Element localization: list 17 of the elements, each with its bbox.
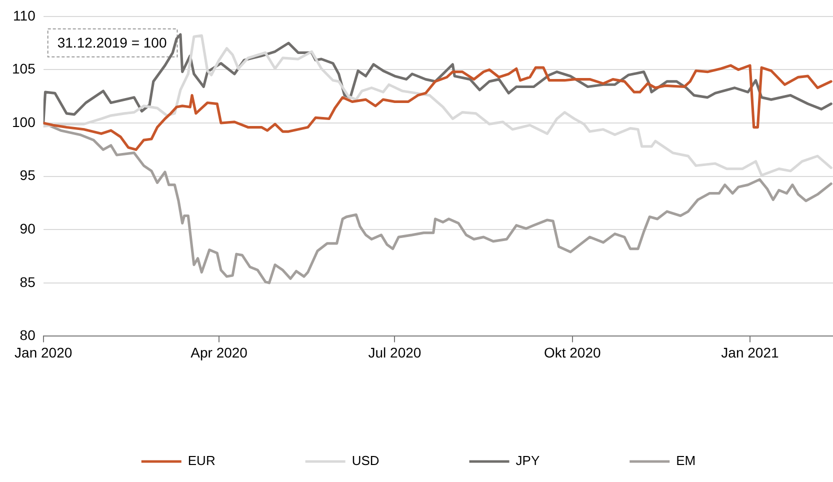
x-tick-label: Jul 2020 xyxy=(368,344,422,360)
legend-label: EM xyxy=(676,453,696,468)
legend-label: EUR xyxy=(188,453,216,468)
y-tick-label: 100 xyxy=(12,114,36,130)
y-tick-label: 110 xyxy=(13,7,36,24)
y-tick-label: 85 xyxy=(20,274,36,290)
y-tick-label: 105 xyxy=(12,60,36,77)
annotation: 31.12.2019 = 100 xyxy=(57,34,167,50)
x-tick-label: Jan 2020 xyxy=(14,344,72,360)
y-tick-label: 80 xyxy=(20,327,36,344)
y-tick-label: 90 xyxy=(20,220,36,236)
legend-label: USD xyxy=(352,453,380,468)
y-tick-label: 95 xyxy=(20,167,36,184)
x-tick-label: Apr 2020 xyxy=(190,344,248,360)
x-tick-label: Jan 2021 xyxy=(721,344,779,360)
x-tick-label: Okt 2020 xyxy=(544,344,601,360)
legend-label: JPY xyxy=(516,453,540,468)
